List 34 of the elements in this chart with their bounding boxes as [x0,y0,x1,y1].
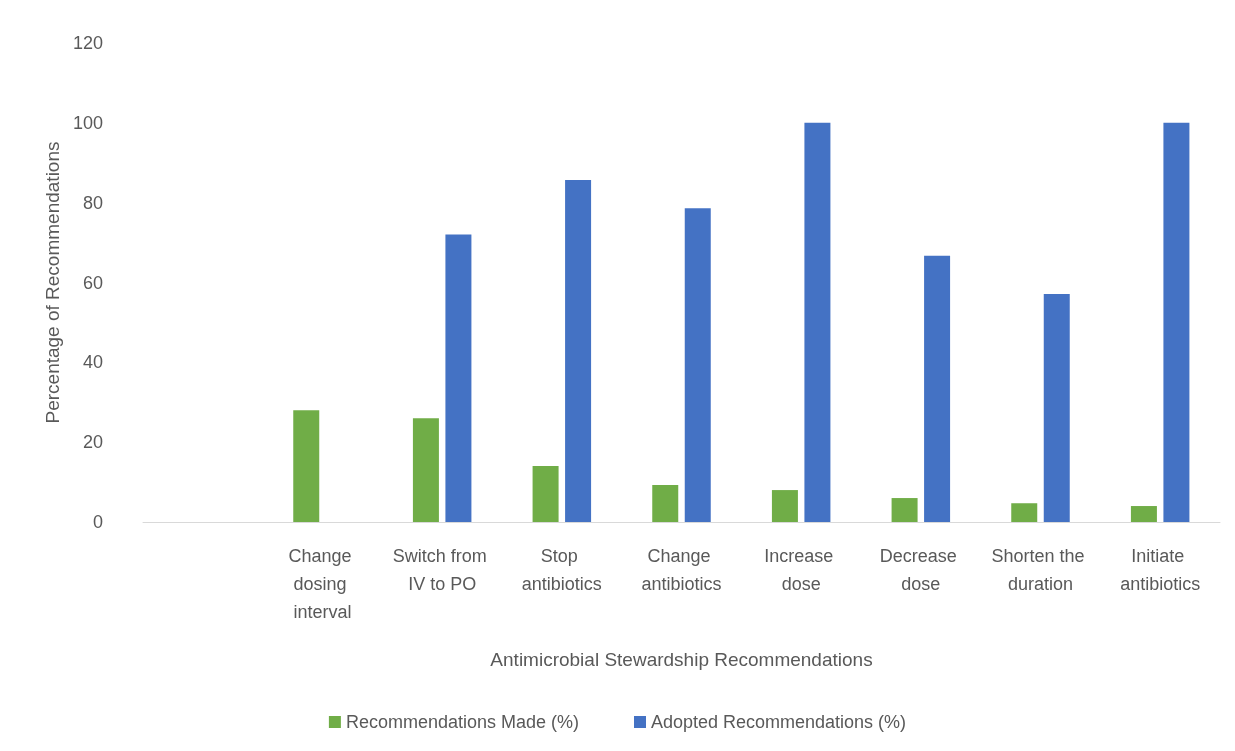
y-axis-title: Percentage of Recommendations [42,141,64,424]
bar [532,466,559,522]
y-tick-label: 40 [82,352,103,373]
bar [565,179,592,522]
bar [1043,294,1070,522]
x-tick-label: Change dosing interval [288,546,357,622]
x-axis-title: Antimicrobial Stewardship Recommendations [490,649,873,670]
x-tick-label: Increase dose [764,546,839,594]
bar [412,418,439,522]
y-tick-label: 60 [82,272,103,293]
legend-label: Recommendations Made (%) [345,712,579,732]
x-tick-label: Decrease dose [879,546,962,594]
y-tick-label: 80 [82,192,103,213]
bar [804,122,831,522]
bar [1163,122,1190,522]
x-tick-label: Change antibiotics [641,546,722,594]
x-tick-label: Switch from IV to PO [392,546,492,594]
x-tick-label: Initiate antibiotics [1120,546,1201,594]
y-tick-label: 120 [72,33,103,53]
bar [891,498,918,522]
y-tick-label: 0 [92,512,103,532]
bar [445,234,472,522]
bar [1011,503,1038,522]
legend-label: Adopted Recommendations (%) [650,712,907,732]
x-tick-label: Stop antibiotics [521,546,602,594]
y-tick-label: 100 [72,112,103,133]
bar [924,255,951,522]
bar [293,410,320,522]
bar [1130,506,1157,522]
bar [684,208,711,522]
x-tick-label: Shorten the duration [991,546,1090,594]
bar [652,484,679,522]
y-tick-label: 20 [82,432,103,453]
bar [771,490,798,522]
